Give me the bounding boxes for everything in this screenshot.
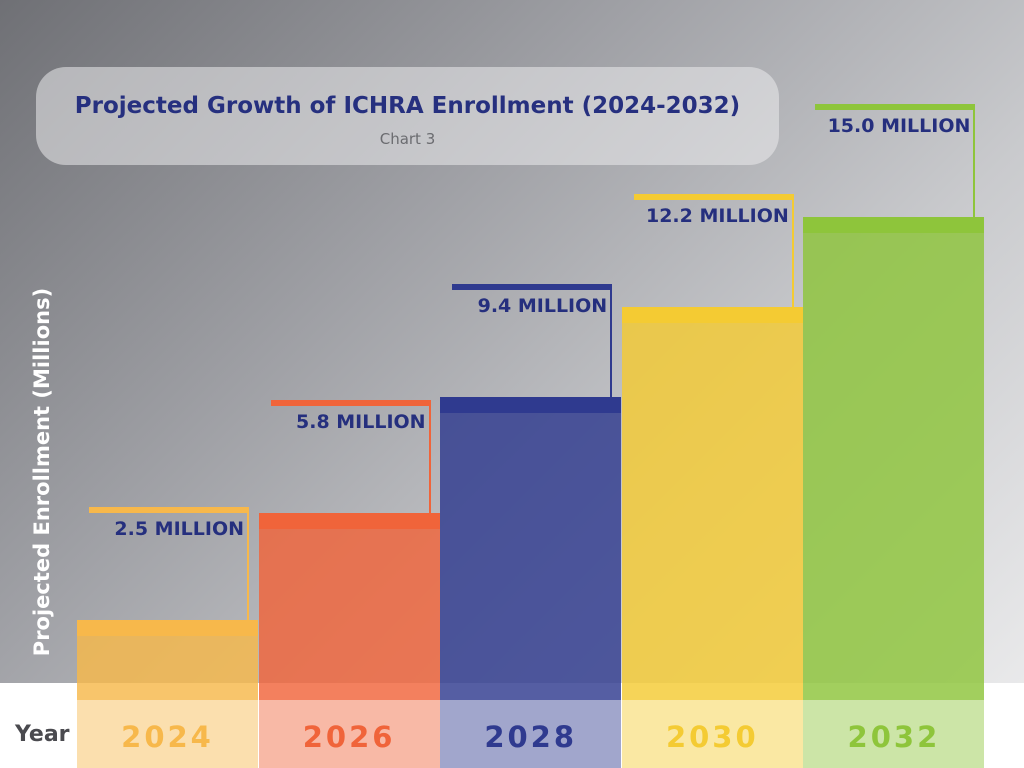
- leader-line-2032: [815, 104, 976, 110]
- bar-2032: [803, 217, 985, 700]
- tick-label-2030: 2030: [665, 720, 759, 754]
- category-tile-2024: [77, 700, 258, 768]
- data-label-2032: 15.0 MILLION: [827, 115, 971, 137]
- bar-cap-2030: [621, 307, 803, 324]
- data-label-2028: 9.4 MILLION: [477, 295, 608, 318]
- bar-cap-2026: [258, 513, 440, 530]
- chart-subtitle: Chart 3: [379, 130, 436, 148]
- bar-2028: [440, 397, 622, 700]
- title-box: Projected Growth of ICHRA Enrollment (20…: [36, 67, 779, 165]
- connector-line-2028: [610, 284, 613, 398]
- category-tile-2030: [621, 700, 803, 768]
- bar-2026: [258, 513, 440, 700]
- category-tile-2026: [258, 700, 440, 768]
- tick-label-2032: 2032: [847, 720, 941, 754]
- leader-line-2024: [89, 506, 249, 513]
- tick-label-2026: 2026: [302, 720, 396, 754]
- category-tile-2032: [803, 700, 985, 768]
- data-label-2030: 12.2 MILLION: [645, 205, 789, 228]
- chart-title: Projected Growth of ICHRA Enrollment (20…: [74, 93, 741, 119]
- bar-cap-2028: [440, 397, 622, 414]
- category-tile-2028: [440, 700, 622, 768]
- leader-line-2026: [270, 400, 431, 407]
- data-label-2024: 2.5 MILLION: [114, 517, 244, 540]
- data-label-2026: 5.8 MILLION: [296, 411, 426, 434]
- tick-label-2028: 2028: [484, 720, 578, 754]
- bar-2030: [621, 307, 803, 700]
- connector-line-2030: [791, 194, 794, 308]
- leader-line-2030: [633, 194, 794, 201]
- tick-label-2024: 2024: [121, 720, 214, 754]
- connector-line-2024: [247, 506, 249, 620]
- x-axis-label: Year: [15, 722, 70, 747]
- connector-line-2026: [428, 400, 431, 514]
- y-axis-label: Projected Enrollment (Millions): [30, 287, 54, 657]
- bar-cap-2032: [803, 217, 985, 233]
- bar-cap-2024: [77, 619, 258, 636]
- connector-line-2032: [973, 104, 976, 217]
- leader-line-2028: [452, 284, 613, 291]
